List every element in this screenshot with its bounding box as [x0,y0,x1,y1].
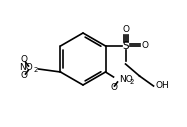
Text: O: O [110,83,117,92]
Text: NO: NO [119,75,133,84]
Text: 2: 2 [33,67,38,73]
Text: O: O [141,42,148,51]
Text: O: O [21,55,28,65]
Text: OH: OH [156,82,169,91]
Text: O: O [122,26,129,35]
Text: S: S [122,41,129,51]
Text: 2: 2 [130,78,134,84]
Text: O: O [21,72,28,81]
Text: NO: NO [19,64,33,73]
